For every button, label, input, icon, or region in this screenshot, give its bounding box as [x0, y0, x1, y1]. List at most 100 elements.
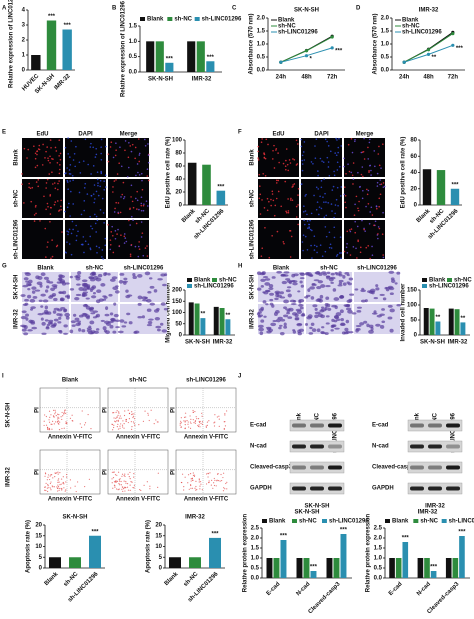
event: [185, 416, 187, 418]
y-tick-label: 15: [35, 533, 42, 539]
event: [47, 474, 50, 476]
legend-swatch: [167, 17, 173, 21]
cell: [42, 299, 49, 303]
cell: [320, 180, 323, 182]
cell: [313, 279, 320, 282]
cell: [376, 185, 379, 187]
event: [120, 480, 122, 483]
cell: [113, 313, 119, 318]
event: [111, 478, 113, 480]
cell: [81, 279, 88, 283]
cell: [371, 245, 373, 248]
flow-x-label: Annexin V-FITC: [48, 497, 93, 503]
significance: **: [436, 315, 441, 321]
flow-y-label: PI: [35, 469, 41, 475]
bar: [213, 306, 219, 335]
cell: [97, 184, 99, 187]
cell: [367, 202, 370, 205]
cell: [306, 248, 309, 251]
cell: [263, 156, 266, 159]
cell: [363, 137, 365, 140]
cell: [291, 199, 294, 202]
cell: [363, 320, 368, 324]
cell: [348, 170, 351, 173]
cell: [95, 190, 98, 193]
bar: [423, 308, 429, 335]
event: [61, 418, 63, 421]
column-label: Blank: [37, 266, 54, 272]
protein-label: E-cad: [250, 423, 267, 429]
event: [129, 471, 131, 474]
cell: [36, 150, 38, 153]
cell: [366, 193, 369, 196]
cell: [100, 146, 102, 148]
cell: [147, 179, 150, 182]
x-tick-label: 72h: [327, 75, 338, 81]
event: [121, 475, 123, 477]
event: [117, 428, 120, 430]
significance: ***: [340, 528, 348, 534]
cell: [24, 272, 30, 275]
cell: [345, 319, 350, 324]
event: [52, 477, 54, 479]
cell-line-label: SK-N-SH: [305, 504, 330, 510]
cell: [88, 307, 92, 311]
event: [44, 486, 46, 488]
y-tick-label: 40: [175, 177, 182, 183]
event: [216, 473, 219, 475]
band: [328, 423, 342, 428]
micrograph: [108, 220, 149, 259]
cell: [71, 174, 74, 177]
cell: [58, 291, 65, 294]
cell: [123, 196, 126, 198]
x-tick-label: 72h: [448, 75, 459, 81]
y-axis-label: Relative expression of LINC01296: [121, 0, 127, 97]
cell: [57, 188, 59, 191]
y-tick-label: 60: [410, 154, 417, 160]
cell: [102, 212, 105, 214]
cell: [257, 315, 262, 318]
cell: [111, 276, 118, 280]
event: [194, 422, 197, 424]
cell: [125, 289, 129, 293]
cell: [312, 304, 318, 308]
cell: [69, 275, 73, 279]
event: [54, 475, 56, 478]
cell: [60, 208, 62, 211]
cell: [268, 256, 271, 259]
cell: [95, 313, 101, 318]
significance: ***: [48, 14, 56, 20]
event: [53, 486, 55, 488]
event: [120, 417, 122, 419]
cell: [332, 185, 335, 188]
x-tick-label: E-cad: [388, 581, 404, 597]
event: [130, 421, 133, 423]
event: [214, 414, 216, 416]
legend-swatch: [447, 278, 452, 282]
cell: [136, 199, 139, 202]
cell: [136, 190, 138, 193]
cell: [303, 205, 305, 208]
cell: [304, 235, 307, 238]
cell: [351, 312, 357, 315]
cell: [98, 246, 101, 249]
event: [180, 426, 182, 428]
cell: [389, 328, 394, 333]
cell: [275, 147, 278, 150]
cell: [341, 331, 346, 335]
cell: [59, 313, 63, 317]
cell: [155, 325, 162, 329]
cell: [129, 208, 131, 211]
y-tick-label: 1.5: [374, 546, 383, 552]
y-tick-label: 0: [22, 68, 26, 74]
event: [193, 474, 196, 476]
cell: [107, 223, 109, 226]
cell: [375, 287, 380, 291]
cell: [377, 233, 379, 235]
flow-y-label: PI: [103, 469, 109, 475]
event: [116, 480, 119, 483]
cell: [90, 295, 97, 299]
cell: [360, 151, 363, 154]
y-tick-label: 0.0: [257, 68, 266, 74]
event: [219, 480, 221, 482]
